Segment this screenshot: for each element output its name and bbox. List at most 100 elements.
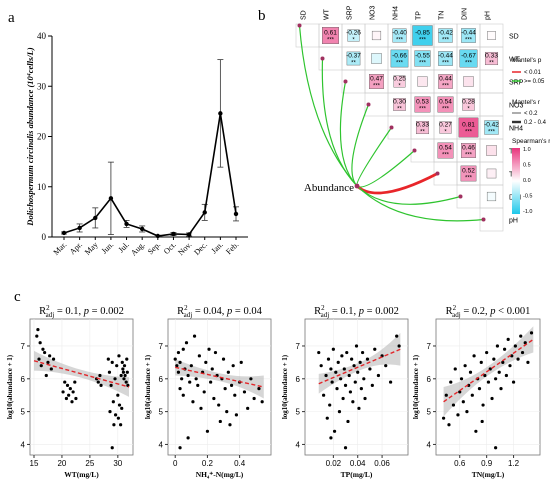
panel-label-a: a — [8, 10, 15, 26]
scatter-point — [186, 373, 190, 378]
cell-significance: *** — [419, 38, 427, 44]
x-tick-label: Jun. — [100, 240, 116, 256]
scatter-point — [35, 334, 39, 338]
scatter-point — [363, 396, 367, 401]
link-endpoint — [366, 102, 371, 107]
cell-significance: * — [444, 130, 447, 136]
cell-value: -0.85 — [415, 30, 430, 37]
scatter-point — [389, 380, 393, 384]
scatter-point — [252, 396, 256, 401]
scatter-point — [356, 370, 360, 374]
title-part: = 0.04 — [232, 306, 262, 317]
colorbar-tick-label: 1.0 — [523, 147, 531, 153]
cell-value: -0.44 — [438, 53, 453, 60]
scatter-point — [181, 393, 185, 397]
scatter-point — [125, 357, 129, 361]
scatter-point — [519, 334, 523, 338]
title-part: p — [489, 306, 495, 317]
scatter-point — [490, 396, 494, 401]
scatter-point — [107, 370, 112, 374]
scatter-point — [520, 350, 525, 355]
scatter-point — [516, 357, 520, 361]
scatter-point — [217, 403, 221, 407]
scatter-point — [197, 354, 201, 358]
cell-value: -0.40 — [392, 30, 407, 37]
x-tick-label: 0.6 — [454, 459, 466, 468]
x-tick-label: May — [83, 240, 100, 257]
scatter-point — [125, 370, 129, 374]
data-point — [171, 231, 176, 237]
data-point — [186, 232, 192, 237]
scatter-point — [116, 393, 120, 397]
scatter-point — [317, 350, 321, 355]
scatter-point — [122, 377, 126, 381]
scatter-point — [48, 354, 52, 358]
cell-significance: * — [467, 107, 470, 113]
mantel-link — [356, 127, 392, 187]
column-label: pH — [485, 11, 492, 20]
scatter-point — [113, 413, 118, 417]
title-part: p — [83, 306, 89, 317]
regression-line — [33, 360, 130, 388]
scatter-point — [479, 360, 483, 364]
cell-value: 0.25 — [393, 76, 406, 83]
scatter-point — [529, 331, 534, 335]
link-endpoint — [389, 125, 394, 130]
scatter-point — [322, 393, 326, 397]
cell-value: 0.61 — [324, 30, 337, 37]
scatter-point — [463, 364, 467, 368]
scatter-point — [373, 347, 377, 351]
scatter-point — [334, 370, 338, 374]
scatter-point — [328, 403, 332, 407]
x-tick-label: Dec. — [192, 240, 209, 257]
scatter-point — [181, 347, 185, 351]
y-tick-label: 4 — [21, 440, 26, 449]
scatter-point — [358, 360, 362, 364]
y-tick-label: 4 — [159, 440, 164, 449]
cell-value: 0.52 — [462, 168, 475, 175]
scatter-point — [196, 383, 200, 387]
column-label: NH4 — [393, 6, 400, 20]
x-tick-label: 0.02 — [326, 459, 342, 468]
scatter-point — [116, 416, 120, 420]
scatter-point — [176, 350, 181, 355]
scatter-point — [465, 410, 469, 414]
colorbar-tick-label: -1.0 — [523, 209, 532, 215]
scatter-point — [384, 364, 388, 368]
scatter-point — [397, 344, 401, 348]
mantel-link — [351, 104, 370, 187]
scatter-point — [480, 419, 484, 424]
scatter-point — [461, 400, 465, 404]
scatter-point — [324, 373, 328, 378]
scatter-point — [495, 344, 500, 348]
node-label: Abundance — [304, 182, 354, 194]
title-part: = 0.002 — [364, 306, 399, 317]
scatter-point — [337, 410, 342, 414]
scatter-point — [126, 383, 130, 387]
scatter-point — [41, 347, 45, 351]
x-tick-label: Aug. — [129, 240, 147, 258]
scatter-point — [213, 350, 218, 355]
scatter-point — [502, 347, 507, 351]
correlation-cell — [459, 49, 478, 68]
scatter-point — [204, 360, 208, 364]
scatter-point — [225, 410, 229, 414]
scatter-point — [115, 364, 119, 368]
y-tick-label: 6 — [296, 375, 301, 384]
row-label: pH — [509, 218, 518, 225]
x-tick-label: 0 — [173, 459, 178, 468]
scatter-point — [340, 354, 344, 358]
scatter-point — [341, 396, 345, 401]
scatter-point — [199, 406, 203, 410]
scatter-point — [513, 344, 517, 348]
title-part: adj — [452, 311, 461, 319]
cell-value: 0.47 — [370, 76, 383, 83]
scatter-point — [186, 436, 190, 440]
scatter-point — [331, 347, 335, 351]
cell-value: 0.54 — [439, 145, 452, 152]
scatter-point — [120, 406, 124, 410]
scatter-point — [492, 357, 496, 361]
scatter-point — [481, 403, 485, 407]
node-point — [354, 183, 360, 189]
scatter-point — [470, 393, 474, 397]
